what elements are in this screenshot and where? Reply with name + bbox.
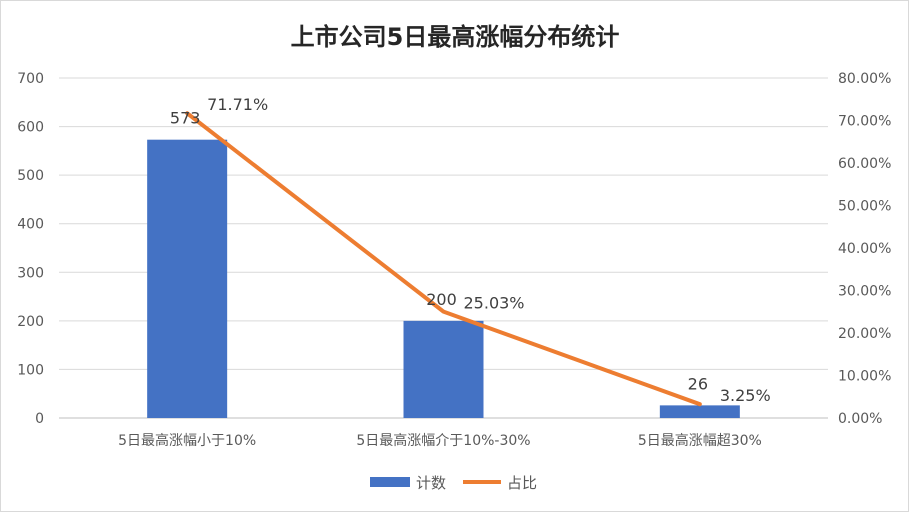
- left-axis-tick-label: 500: [17, 168, 44, 184]
- left-axis-tick-label: 700: [17, 71, 44, 87]
- legend-bar-swatch: [370, 477, 410, 487]
- bar-data-label: 573: [170, 109, 201, 128]
- bar: [147, 139, 228, 418]
- right-axis-tick-label: 50.00%: [838, 199, 891, 215]
- left-axis-tick-label: 100: [17, 362, 44, 378]
- line-data-label: 25.03%: [464, 294, 525, 313]
- legend-line-label: 占比: [507, 474, 537, 492]
- right-axis-tick-label: 20.00%: [838, 326, 891, 342]
- left-axis-ticks: 0 100 200 300 400 500 600 700: [17, 71, 44, 427]
- right-axis-tick-label: 60.00%: [838, 156, 891, 172]
- left-axis-tick-label: 300: [17, 265, 44, 281]
- line-data-label: 3.25%: [720, 386, 771, 405]
- right-axis-tick-label: 30.00%: [838, 284, 891, 300]
- bar-series: [147, 139, 740, 418]
- bar-data-label: 26: [688, 374, 708, 393]
- left-axis-tick-label: 600: [17, 120, 44, 136]
- category-labels: 5日最高涨幅小于10% 5日最高涨幅介于10%-30% 5日最高涨幅超30%: [118, 432, 762, 449]
- left-axis-tick-label: 0: [35, 411, 44, 427]
- category-label: 5日最高涨幅小于10%: [118, 432, 256, 449]
- right-axis-ticks: 0.00% 10.00% 20.00% 30.00% 40.00% 50.00% 60.00…: [838, 71, 891, 427]
- chart-title: 上市公司5日最高涨幅分布统计: [291, 23, 620, 51]
- legend-bar-label: 计数: [416, 474, 446, 492]
- right-axis-tick-label: 0.00%: [838, 411, 882, 427]
- line-data-label: 71.71%: [207, 95, 268, 114]
- right-axis-tick-label: 40.00%: [838, 241, 891, 257]
- bar-data-label: 200: [426, 290, 457, 309]
- legend: 计数 占比: [370, 474, 537, 492]
- left-axis-tick-label: 400: [17, 217, 44, 233]
- left-axis-tick-label: 200: [17, 314, 44, 330]
- bar: [659, 405, 740, 418]
- category-label: 5日最高涨幅超30%: [638, 432, 762, 449]
- category-label: 5日最高涨幅介于10%-30%: [356, 432, 530, 449]
- line-series: [185, 111, 702, 407]
- line-path: [185, 111, 702, 407]
- right-axis-tick-label: 10.00%: [838, 369, 891, 385]
- bar: [403, 320, 484, 418]
- right-axis-tick-label: 80.00%: [838, 71, 891, 87]
- data-labels: 573 200 26 71.71% 25.03% 3.25%: [170, 95, 771, 405]
- right-axis-tick-label: 70.00%: [838, 114, 891, 130]
